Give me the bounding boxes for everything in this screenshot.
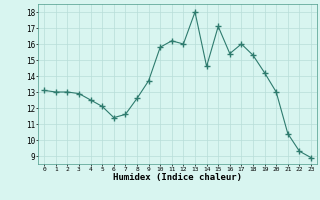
X-axis label: Humidex (Indice chaleur): Humidex (Indice chaleur)	[113, 173, 242, 182]
